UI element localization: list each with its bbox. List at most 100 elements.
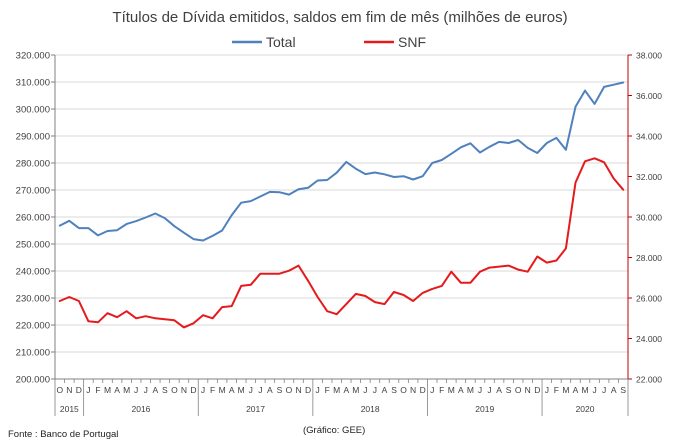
left-tick-label: 240.000	[16, 267, 50, 278]
left-tick-label: 280.000	[16, 159, 50, 170]
month-tick-label: S	[620, 385, 626, 395]
left-tick-label: 260.000	[16, 213, 50, 224]
month-tick-label: A	[267, 385, 273, 395]
credit-note: (Gráfico: GEE)	[303, 425, 365, 436]
month-tick-label: J	[478, 385, 482, 395]
month-tick-label: S	[391, 385, 397, 395]
right-tick-label: 32.000	[636, 172, 662, 182]
right-axis-ticks: 22.000 24.000 26.000 28.000 30.000 32.000 34.0…	[628, 51, 662, 385]
month-tick-label: F	[554, 385, 559, 395]
left-axis-ticks: 200.000 210.000 220.000 230.000 240.000 250.0…	[16, 51, 55, 386]
month-tick-label: M	[562, 385, 569, 395]
month-tick-label: F	[325, 385, 330, 395]
month-tick-label: O	[286, 385, 293, 395]
month-tick-label: A	[573, 385, 579, 395]
left-tick-label: 290.000	[16, 132, 50, 143]
month-tick-label: O	[515, 385, 522, 395]
right-tick-label: 24.000	[636, 334, 662, 344]
left-tick-label: 250.000	[16, 240, 50, 251]
month-tick-label: J	[201, 385, 205, 395]
gridlines	[55, 54, 628, 353]
month-tick-label: J	[373, 385, 377, 395]
month-tick-label: J	[316, 385, 320, 395]
month-tick-label: J	[258, 385, 262, 395]
year-tick-label: 2017	[246, 404, 265, 414]
month-tick-label: M	[104, 385, 111, 395]
month-tick-label: A	[458, 385, 464, 395]
year-tick-label: 2015	[60, 404, 79, 414]
month-tick-label: O	[400, 385, 407, 395]
month-tick-label: F	[439, 385, 444, 395]
month-tick-label: M	[352, 385, 359, 395]
left-tick-label: 310.000	[16, 78, 50, 89]
month-tick-label: M	[238, 385, 245, 395]
month-tick-label: N	[525, 385, 531, 395]
month-tick-label: J	[134, 385, 138, 395]
month-tick-label: A	[382, 385, 388, 395]
month-tick-label: D	[534, 385, 540, 395]
month-tick-label: D	[305, 385, 311, 395]
month-tick-label: J	[430, 385, 434, 395]
month-tick-label: A	[114, 385, 120, 395]
month-tick-label: J	[487, 385, 491, 395]
month-tick-label: M	[333, 385, 340, 395]
month-tick-label: M	[123, 385, 130, 395]
month-tick-label: M	[581, 385, 588, 395]
right-tick-label: 30.000	[636, 213, 662, 223]
legend-snf-label: SNF	[398, 34, 426, 50]
month-tick-label: M	[448, 385, 455, 395]
right-tick-label: 26.000	[636, 294, 662, 304]
month-tick-label: A	[229, 385, 235, 395]
left-tick-label: 270.000	[16, 186, 50, 197]
left-tick-label: 230.000	[16, 294, 50, 305]
year-tick-label: 2016	[131, 404, 150, 414]
month-tick-label: S	[277, 385, 283, 395]
month-tick-label: N	[181, 385, 187, 395]
month-tick-label: F	[95, 385, 100, 395]
right-tick-label: 36.000	[636, 91, 662, 101]
series-lines	[58, 81, 625, 329]
month-tick-label: J	[86, 385, 90, 395]
month-tick-label: A	[611, 385, 617, 395]
month-tick-label: J	[363, 385, 367, 395]
month-tick-label: M	[467, 385, 474, 395]
series-line-total	[58, 81, 625, 242]
month-tick-label: S	[162, 385, 168, 395]
month-tick-label: O	[171, 385, 178, 395]
month-tick-label: O	[56, 385, 63, 395]
year-tick-label: 2019	[475, 404, 494, 414]
right-tick-label: 22.000	[636, 375, 662, 385]
month-tick-label: A	[152, 385, 158, 395]
left-tick-label: 320.000	[16, 51, 50, 62]
source-note: Fonte : Banco de Portugal	[8, 429, 118, 440]
month-tick-label: J	[545, 385, 549, 395]
right-tick-label: 38.000	[636, 51, 662, 61]
month-tick-label: J	[602, 385, 606, 395]
right-tick-label: 34.000	[636, 132, 662, 142]
legend: Total SNF	[232, 34, 426, 50]
month-tick-label: J	[249, 385, 253, 395]
year-tick-label: 2020	[576, 404, 595, 414]
legend-total-label: Total	[266, 34, 296, 50]
month-tick-label: J	[592, 385, 596, 395]
month-tick-label: D	[190, 385, 196, 395]
month-tick-label: N	[66, 385, 72, 395]
month-tick-label: A	[343, 385, 349, 395]
month-tick-label: N	[295, 385, 301, 395]
month-tick-label: D	[420, 385, 426, 395]
month-tick-label: D	[76, 385, 82, 395]
left-tick-label: 200.000	[16, 375, 50, 386]
month-tick-label: M	[219, 385, 226, 395]
month-tick-label: J	[144, 385, 148, 395]
left-tick-label: 210.000	[16, 348, 50, 359]
left-tick-label: 300.000	[16, 105, 50, 116]
left-tick-label: 220.000	[16, 321, 50, 332]
month-tick-label: F	[210, 385, 215, 395]
year-tick-label: 2018	[361, 404, 380, 414]
month-tick-label: S	[506, 385, 512, 395]
right-tick-label: 28.000	[636, 253, 662, 263]
month-tick-label: N	[410, 385, 416, 395]
